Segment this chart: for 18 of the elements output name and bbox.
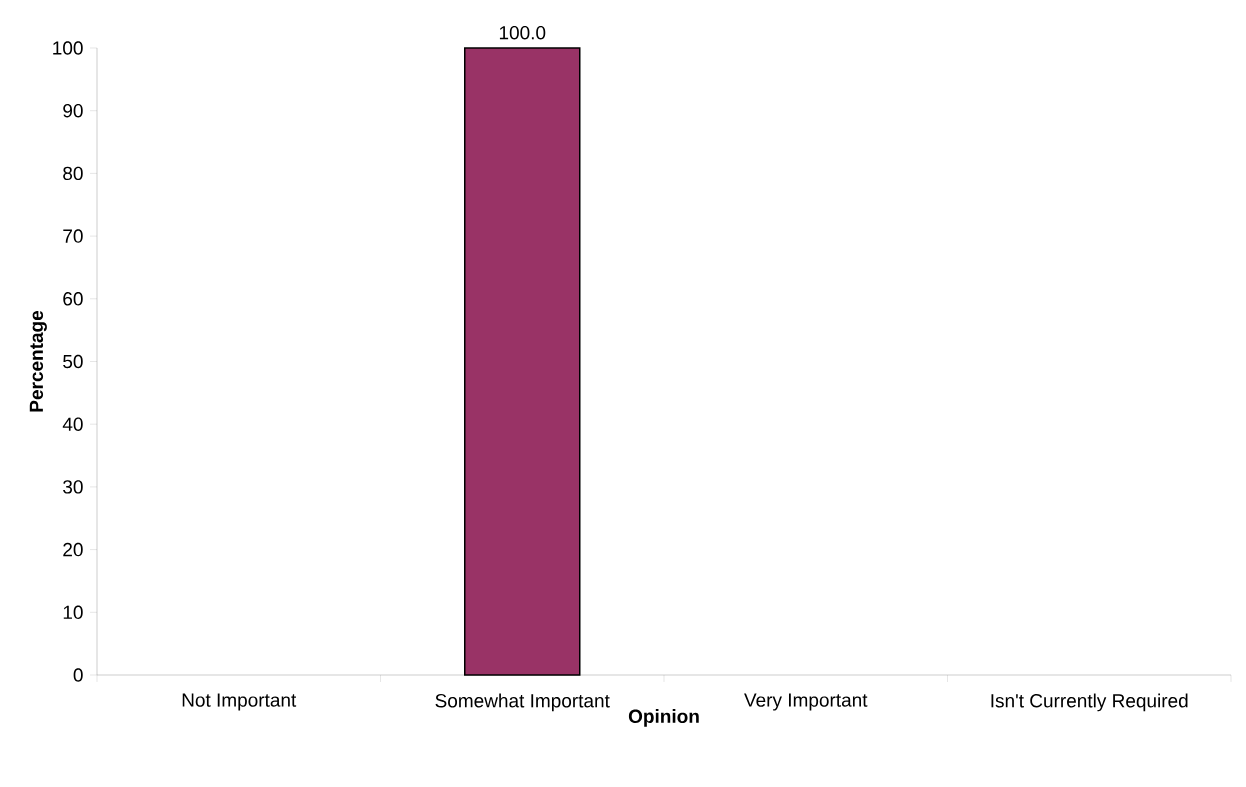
x-tick-label: Isn't Currently Required [991,693,1188,712]
x-tick-label: Not Important [182,693,297,711]
y-tick-label: 0 [73,668,83,682]
y-tick-label: 80 [63,166,83,181]
y-tick-label: 60 [63,292,83,306]
x-tick-label: Very Important [744,693,868,711]
y-tick-label: 30 [63,480,83,494]
y-axis-title: Percentage [29,310,47,412]
x-tick-label: Somewhat Important [435,693,610,712]
data-label: 100.0 [499,26,546,40]
y-tick-label: 40 [62,417,83,431]
y-tick-label: 100 [53,41,83,55]
x-axis-title: Opinion [628,709,699,727]
y-tick-label: 10 [63,605,83,620]
y-tick-label: 50 [63,354,83,369]
y-tick-label: 90 [63,103,83,118]
y-tick-label: 20 [63,542,83,557]
y-tick-label: 70 [63,229,83,243]
